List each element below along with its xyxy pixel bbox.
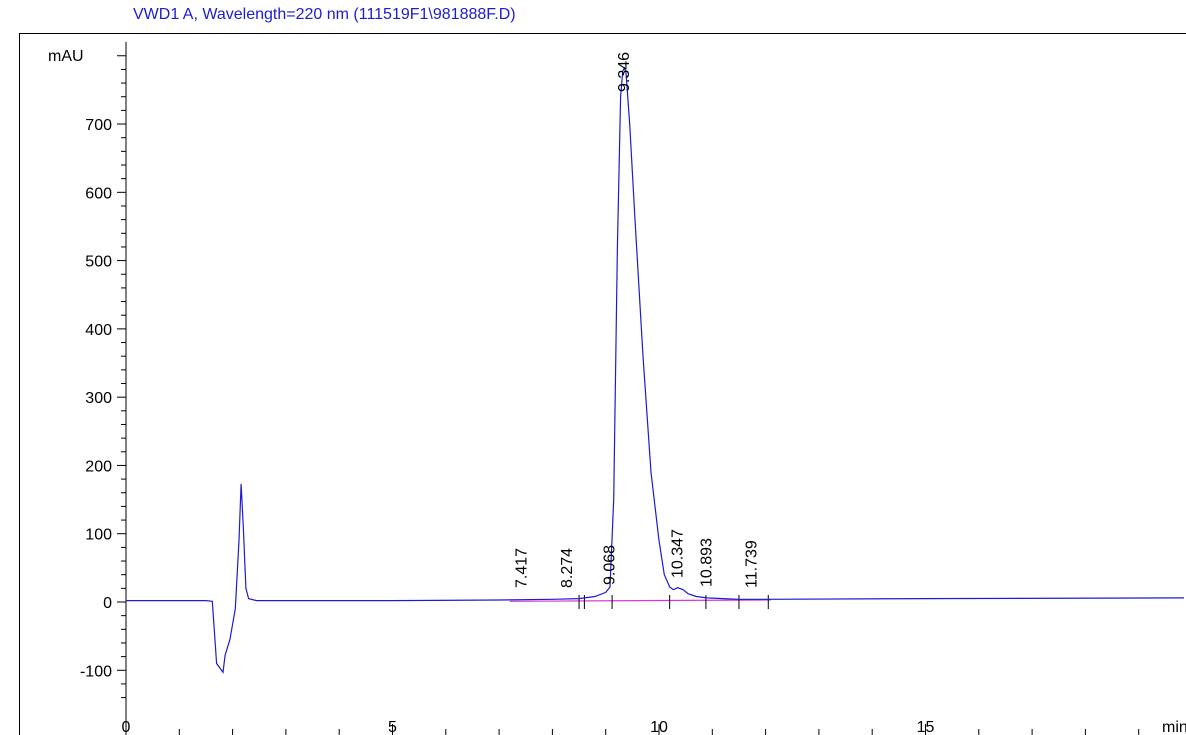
x-tick-label: 10: [650, 719, 668, 735]
y-tick-label: 300: [85, 390, 112, 407]
signal-trace: [126, 66, 1185, 674]
peak-label: 9.068: [601, 545, 618, 585]
peak-label: 11.739: [744, 540, 761, 588]
peak-label: 8.274: [559, 548, 576, 588]
y-tick-label: 700: [85, 117, 112, 134]
y-tick-label: 400: [85, 322, 112, 339]
x-tick-label: 0: [122, 719, 131, 735]
y-axis-label: mAU: [48, 48, 84, 65]
y-tick-label: 0: [103, 595, 112, 612]
y-tick-label: 200: [85, 458, 112, 475]
x-tick-label: 5: [388, 719, 397, 735]
x-tick-label: 15: [917, 719, 935, 735]
peak-label: 10.347: [669, 529, 686, 578]
peak-label: 7.417: [513, 548, 530, 588]
y-tick-label: 500: [85, 254, 112, 271]
x-axis-label: min: [1162, 719, 1186, 735]
peak-label: 9.346: [616, 52, 633, 92]
y-tick-label: 600: [85, 185, 112, 202]
y-tick-label: -100: [80, 663, 112, 680]
peak-label: 10.893: [699, 538, 716, 587]
chart-title: VWD1 A, Wavelength=220 nm (111519F1\9818…: [133, 6, 516, 23]
plot-frame: [19, 33, 1186, 735]
y-tick-label: 100: [85, 527, 112, 544]
integration-baseline: [509, 599, 771, 602]
